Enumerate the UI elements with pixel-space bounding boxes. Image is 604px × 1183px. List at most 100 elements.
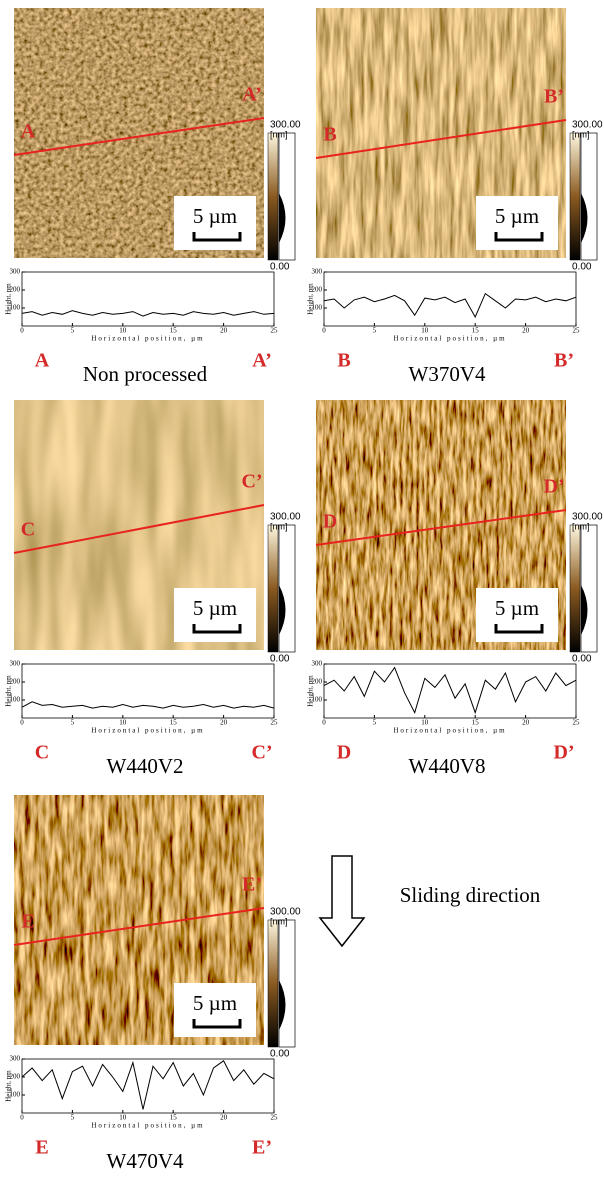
y-tick-label: 100 (10, 1091, 21, 1099)
panel-title: W440V8 (409, 754, 486, 778)
x-axis-label: Horizontal position, µm (91, 1122, 204, 1130)
colorbar (267, 919, 279, 1048)
scale-bar-label: 5 µm (193, 204, 237, 228)
plot-frame (21, 1058, 275, 1114)
profile-line (323, 292, 577, 319)
sliding-arrow (318, 855, 366, 948)
x-axis-label: Horizontal position, µm (91, 727, 204, 735)
x-axis-label: Horizontal position, µm (393, 335, 506, 343)
panel: C C’ 5 µm 300.00[nm] 0.00 100 200 300 0 5 10 15 20 25… (5, 400, 301, 778)
colorbar-min: 0.00 (572, 654, 592, 665)
section-line (13, 907, 265, 946)
y-tick-label: 300 (312, 660, 323, 668)
x-tick-label: 5 (71, 327, 75, 335)
x-tick-label: 15 (170, 1114, 178, 1122)
x-tick-label: 25 (573, 719, 581, 727)
y-tick-label: 200 (312, 678, 323, 686)
histogram (279, 585, 286, 635)
panel-title: W370V4 (409, 362, 486, 386)
colorbar (267, 132, 279, 261)
x-tick-label: 25 (271, 327, 279, 335)
x-tick-label: 25 (271, 719, 279, 727)
x-tick-label: 10 (421, 327, 429, 335)
histogram-box (580, 132, 598, 261)
histogram-box (278, 132, 296, 261)
y-tick-label: 300 (10, 660, 21, 668)
scale-bar (192, 624, 242, 634)
colorbar-unit: [nm] (270, 129, 288, 139)
y-tick-label: 200 (10, 286, 21, 294)
colorbar (569, 524, 581, 653)
y-axis-label: Height, nm (5, 283, 13, 315)
plot-frame (21, 663, 275, 719)
x-tick-label: 20 (522, 719, 530, 727)
x-tick-label: 5 (71, 719, 75, 727)
annotation: Sliding direction (400, 883, 541, 907)
histogram (581, 585, 588, 635)
x-tick-label: 10 (119, 327, 127, 335)
panel: B B’ 5 µm 300.00[nm] 0.00 100 200 300 0 5 10 15 20 25… (307, 8, 603, 386)
section-end-label: B’ (544, 86, 564, 108)
panel: A A’ 5 µm 300.00[nm] 0.00 100 200 300 0 5 10 15 20 25… (5, 8, 301, 386)
section-start: A (35, 350, 50, 372)
colorbar-min: 0.00 (572, 262, 592, 273)
colorbar-max: 300.00 (572, 512, 603, 523)
section-end: B’ (554, 350, 574, 372)
section-line (13, 117, 265, 156)
scale-bar-label: 5 µm (495, 204, 539, 228)
y-tick-label: 100 (10, 304, 21, 312)
colorbar-unit: [nm] (270, 521, 288, 531)
x-tick-label: 20 (220, 1114, 228, 1122)
x-tick-label: 20 (220, 327, 228, 335)
x-tick-label: 10 (421, 719, 429, 727)
histogram (279, 980, 286, 1030)
x-tick-label: 15 (472, 719, 480, 727)
scale-bar (494, 232, 544, 242)
y-tick-label: 100 (312, 696, 323, 704)
x-tick-label: 15 (170, 327, 178, 335)
colorbar-max: 300.00 (270, 120, 301, 131)
section-end-label: E’ (242, 874, 262, 896)
section-line (13, 504, 265, 554)
histogram (581, 193, 588, 243)
histogram-box (278, 524, 296, 653)
panel-title: Non processed (83, 362, 208, 386)
colorbar-min: 0.00 (270, 262, 290, 273)
y-tick-label: 100 (10, 696, 21, 704)
x-tick-label: 0 (20, 327, 24, 335)
profile-line (21, 310, 275, 317)
x-axis-label: Horizontal position, µm (393, 727, 506, 735)
y-axis-label: Height, nm (5, 675, 13, 707)
section-start: B (337, 350, 350, 372)
section-end-label: D’ (543, 476, 564, 498)
profile-line (323, 666, 577, 715)
panel-title: W470V4 (107, 1149, 184, 1173)
colorbar-min: 0.00 (270, 654, 290, 665)
scale-bar-label: 5 µm (495, 596, 539, 620)
section-line (315, 509, 567, 546)
panel: D D’ 5 µm 300.00[nm] 0.00 100 200 300 0 5 10 15 20 25… (307, 400, 603, 778)
section-line (315, 119, 567, 159)
scale-bar-label: 5 µm (193, 596, 237, 620)
colorbar-unit: [nm] (572, 521, 590, 531)
x-tick-label: 15 (472, 327, 480, 335)
x-axis-label: Horizontal position, µm (91, 335, 204, 343)
colorbar-unit: [nm] (572, 129, 590, 139)
panel-title: W440V2 (107, 754, 184, 778)
section-start: E (35, 1137, 48, 1159)
section-end: C’ (251, 742, 272, 764)
colorbar (267, 524, 279, 653)
profile-line (21, 1060, 275, 1110)
x-tick-label: 5 (373, 327, 377, 335)
x-tick-label: 0 (322, 327, 326, 335)
y-tick-label: 300 (10, 268, 21, 276)
x-tick-label: 20 (522, 327, 530, 335)
section-start-label: A (21, 121, 36, 143)
y-tick-label: 200 (10, 1073, 21, 1081)
panel: E E’ 5 µm 300.00[nm] 0.00 100 200 300 0 5 10 15 20 25… (5, 795, 301, 1173)
section-start-label: E (21, 911, 34, 933)
plot-frame (323, 663, 577, 719)
x-tick-label: 5 (373, 719, 377, 727)
x-tick-label: 5 (71, 1114, 75, 1122)
